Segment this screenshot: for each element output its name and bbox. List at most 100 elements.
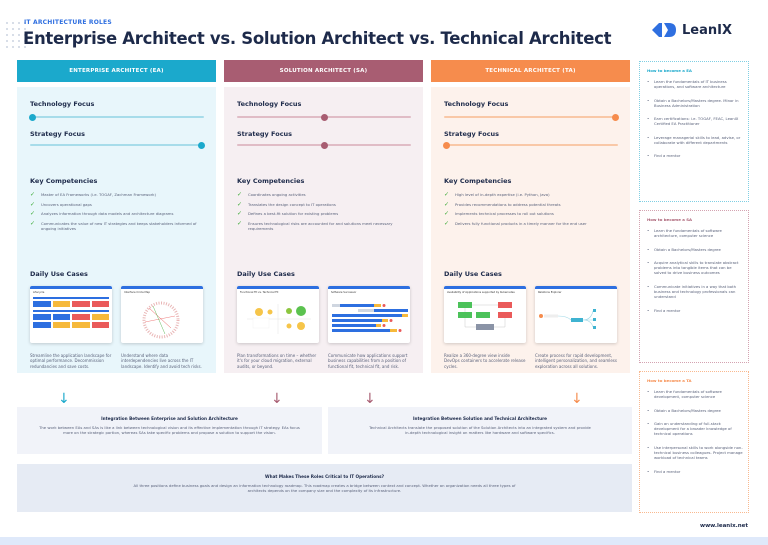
technology-focus-slider [29,113,204,121]
check-icon: ✓ [237,200,243,208]
competency-item: ✓ Coordinates ongoing activities [237,191,306,198]
check-icon: ✓ [237,220,243,228]
strategy-focus-slider [237,141,411,149]
slider-knob [612,113,619,121]
competency-item: ✓ Ensures technological risks are account… [237,220,393,232]
check-icon: ✓ [444,200,450,208]
check-icon: ✓ [237,210,243,218]
sidebar-list: Learn the fundamentals of software archi… [647,228,743,313]
use-case-text: Streamline the application landscape for… [30,353,112,369]
slider-knob [198,141,205,149]
sidebar-become-sa: How to become a SA Learn the fundamental… [639,210,749,363]
arrow-down-icon: ↓ [571,391,583,407]
sidebar-become-ea: How to become a EA Learn the fundamental… [639,61,749,202]
arrow-down-icon: ↓ [58,391,70,407]
column-body: Technology Focus Strategy Focus Key Comp… [224,87,423,373]
sidebar-item: Learn the fundamentals of IT business op… [647,79,743,90]
check-icon: ✓ [30,210,36,218]
sidebar-item: Obtain a Bachelors/Masters degree [647,408,743,413]
check-icon: ✓ [444,210,450,218]
daily-use-cases-heading: Daily Use Cases [30,270,88,278]
check-icon: ✓ [444,220,450,228]
decorative-dot-grid [4,20,26,50]
critical-title: What Makes These Roles Critical to IT Op… [264,474,385,479]
integration-sa-ta: Integration Between Solution and Technic… [328,407,632,454]
footer-bar [0,537,768,545]
sidebar-title: How to become a TA [647,378,692,383]
competency-item: ✓ Translates the design concept to IT ope… [237,200,336,208]
sidebar-item: Find a mentor [647,469,743,474]
competency-list: ✓ Coordinates ongoing activities ✓ Transla… [237,192,417,236]
sidebar-list: Learn the fundamentals of IT business op… [647,79,743,159]
integration-title: Integration Between Enterprise and Solut… [101,416,238,421]
strategy-focus-slider [30,141,205,149]
use-case-screenshot-relations-explorer: Relations Explorer [535,286,617,343]
column-header: TECHNICAL ARCHITECT (TA) [431,60,630,82]
sidebar-title: How to become a SA [647,217,693,222]
slider-knob [29,113,36,121]
use-case-screenshot-lifecycle: Lifecycle [30,286,112,343]
column-header: ENTERPRISE ARCHITECT (EA) [17,60,216,82]
use-case-text: Understand where data interdependencies … [121,353,202,369]
competency-list: ✓ Master of EA Frameworks (i.e. TOGAF, Za… [30,192,210,236]
column-solution-architect: SOLUTION ARCHITECT (SA) Technology Focus… [224,60,423,373]
use-case-screenshot-circle-map: Interface Circle Map [121,286,203,343]
competency-list: ✓ High level of in-depth expertise (i.e. … [444,192,624,231]
column-technical-architect: TECHNICAL ARCHITECT (TA) Technology Focu… [431,60,630,373]
integration-text: The work between EAs and SAs is like a l… [39,425,300,436]
check-icon: ✓ [444,191,450,198]
key-competencies-heading: Key Competencies [237,177,305,185]
integration-text: Technical Architects translate the propo… [369,425,591,436]
check-icon: ✓ [30,191,36,198]
check-icon: ✓ [30,200,36,208]
technology-focus-label: Technology Focus [237,100,302,108]
technology-focus-label: Technology Focus [30,100,95,108]
leanix-logo-text: LeanIX [682,22,732,38]
use-case-screenshot-fit-matrix: Functional Fit vs. Technical Fit [237,286,319,343]
competency-item: ✓ Delivers fully functional products in a… [444,220,587,228]
integration-ea-sa: Integration Between Enterprise and Solut… [17,407,322,454]
competency-item: ✓ High level of in-depth expertise (i.e. … [444,191,550,198]
slider-knob [443,141,450,149]
leanix-logo-icon [652,23,676,37]
sidebar-item: Acquire analytical skills to translate a… [647,260,743,276]
integration-title: Integration Between Solution and Technic… [412,416,547,421]
page-kicker: IT ARCHITECTURE ROLES [24,19,112,26]
sidebar-item: Learn the fundamentals of software devel… [647,389,743,400]
sidebar-item: Use interpersonal skills to work alongsi… [647,445,743,461]
use-case-screenshot-successor: Software Successor [328,286,410,343]
arrow-down-icon: ↓ [364,391,376,407]
competency-item: ✓ Implements technical processes to roll … [444,210,554,218]
column-header: SOLUTION ARCHITECT (SA) [224,60,423,82]
strategy-focus-label: Strategy Focus [237,130,293,138]
leanix-logo: LeanIX [652,22,732,38]
sidebar-item: Obtain a Bachelors/Masters degree. Minor… [647,98,743,109]
use-case-text: Create process for rapid development, in… [535,353,617,369]
technology-focus-slider [237,113,411,121]
strategy-focus-slider [443,141,618,149]
strategy-focus-label: Strategy Focus [444,130,500,138]
use-case-text: Communicate how applications support bus… [328,353,408,369]
key-competencies-heading: Key Competencies [30,177,98,185]
strategy-focus-label: Strategy Focus [30,130,86,138]
technology-focus-slider [444,113,619,121]
technology-focus-label: Technology Focus [444,100,509,108]
competency-item: ✓ Provides recommendations to address pot… [444,200,561,208]
sidebar-item: Gain an understanding of full-stack deve… [647,421,743,437]
column-body: Technology Focus Strategy Focus Key Comp… [431,87,630,373]
use-case-text: Plan transformations on time – whether i… [237,353,317,369]
column-body: Technology Focus Strategy Focus Key Comp… [17,87,216,373]
check-icon: ✓ [237,191,243,198]
competency-item: ✓ Master of EA Frameworks (i.e. TOGAF, Za… [30,191,156,198]
use-case-text: Realize a 360-degree view inside DevOps … [444,353,526,369]
sidebar-title: How to become a EA [647,68,692,73]
sidebar-list: Learn the fundamentals of software devel… [647,389,743,474]
daily-use-cases-heading: Daily Use Cases [237,270,295,278]
website-link[interactable]: www.leanix.net [700,523,749,529]
sidebar-become-ta: How to become a TA Learn the fundamental… [639,371,749,513]
daily-use-cases-heading: Daily Use Cases [444,270,502,278]
sidebar-item: Find a mentor [647,153,743,158]
sidebar-item: Find a mentor [647,308,743,313]
sidebar-item: Leverage managerial skills to lead, advi… [647,135,743,146]
slider-knob [321,113,328,121]
